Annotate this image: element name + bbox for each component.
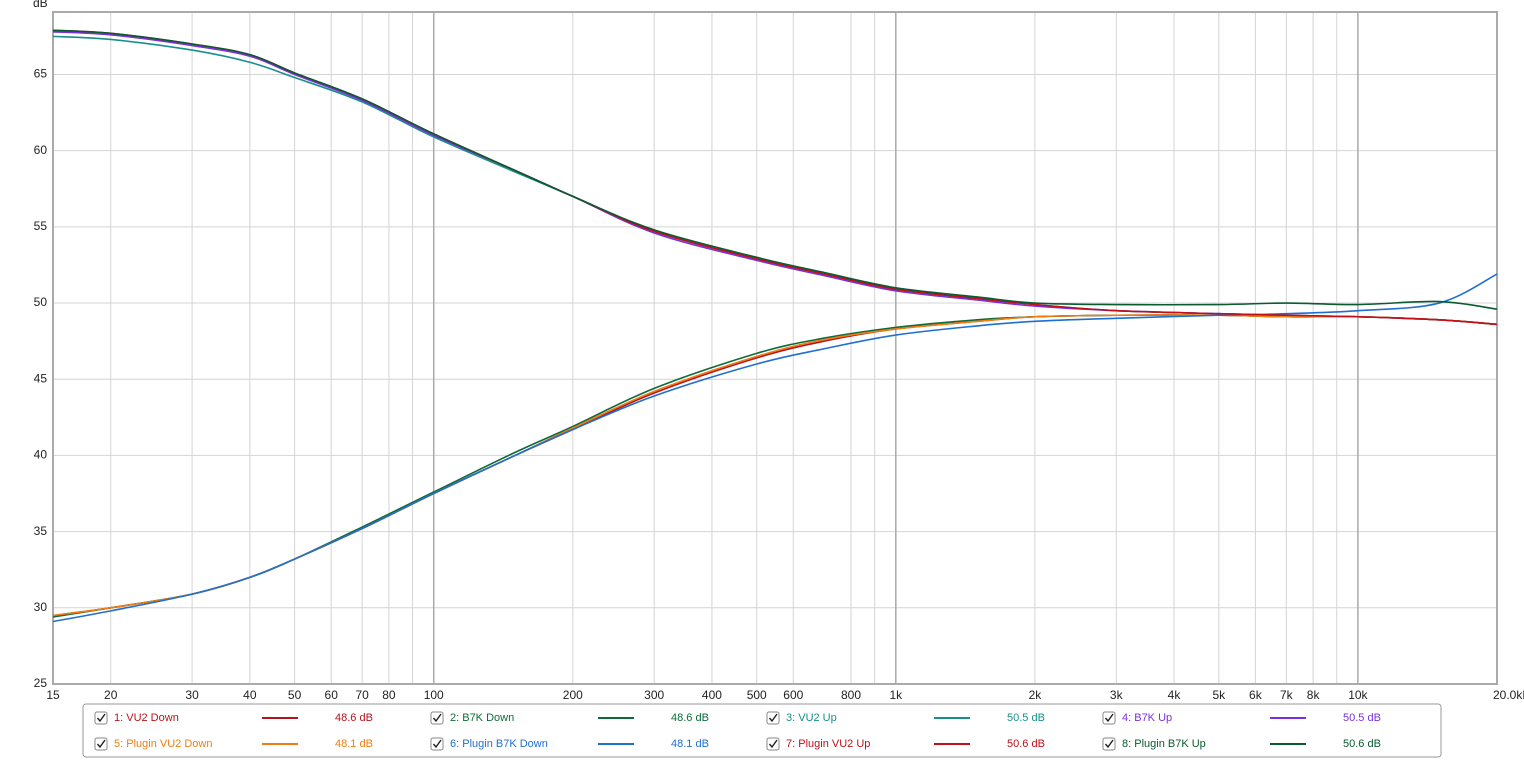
x-tick-label: 800: [841, 688, 861, 702]
y-tick-label: 65: [34, 67, 48, 81]
legend-readout: 50.6 dB: [1007, 738, 1045, 750]
y-unit: dB: [33, 0, 48, 10]
plot-frame: [52, 11, 1498, 685]
x-tick-label: 3k: [1110, 688, 1124, 702]
legend-label: 8: Plugin B7K Up: [1122, 738, 1206, 750]
checkmark: [432, 713, 442, 723]
x-tick-label: 200: [563, 688, 583, 702]
legend-checkbox[interactable]: [766, 711, 780, 725]
series-line: [52, 35, 1498, 326]
legend-label: 4: B7K Up: [1122, 712, 1172, 724]
checkmark: [768, 739, 778, 749]
legend-readout: 50.5 dB: [1343, 712, 1381, 724]
legend-readout: 48.6 dB: [671, 712, 709, 724]
series-line: [52, 31, 1498, 326]
x-tick-label: 5k: [1212, 688, 1226, 702]
legend-checkbox[interactable]: [430, 737, 444, 751]
y-tick-label: 25: [34, 676, 48, 690]
checkmark: [432, 739, 442, 749]
legend-label: 6: Plugin B7K Down: [450, 738, 548, 750]
series-line: [52, 314, 1498, 618]
x-tick-label: 10k: [1348, 688, 1368, 702]
x-tick-label: 300: [644, 688, 664, 702]
x-tick-label: 400: [702, 688, 722, 702]
checkmark: [1104, 713, 1114, 723]
x-tick-label: 2k: [1029, 688, 1043, 702]
legend-label: 5: Plugin VU2 Down: [114, 738, 212, 750]
x-tick-label: 6k: [1249, 688, 1263, 702]
checkmark: [768, 713, 778, 723]
y-tick-label: 60: [34, 143, 48, 157]
x-tick-label: 600: [783, 688, 803, 702]
x-tick-label: 1k: [889, 688, 903, 702]
legend-box: [82, 703, 1442, 758]
legend-readout: 48.1 dB: [671, 738, 709, 750]
legend-readout: 48.6 dB: [335, 712, 373, 724]
legend-checkbox[interactable]: [94, 737, 108, 751]
legend-readout: 50.5 dB: [1007, 712, 1045, 724]
x-tick-label: 4k: [1168, 688, 1182, 702]
x-tick-label: 50: [288, 688, 302, 702]
series-line: [52, 29, 1498, 310]
x-tick-label: 15: [46, 688, 60, 702]
y-tick-label: 55: [34, 219, 48, 233]
x-tick-label: 8k: [1307, 688, 1321, 702]
x-tick-label: 7k: [1280, 688, 1294, 702]
legend-label: 7: Plugin VU2 Up: [786, 738, 870, 750]
x-tick-label: 100: [424, 688, 444, 702]
x-tick-label: 500: [747, 688, 767, 702]
y-tick-label: 35: [34, 524, 48, 538]
legend-checkbox[interactable]: [94, 711, 108, 725]
legend-checkbox[interactable]: [1102, 737, 1116, 751]
y-tick-label: 45: [34, 371, 48, 385]
x-tick-label: 60: [325, 688, 339, 702]
legend-label: 3: VU2 Up: [786, 712, 837, 724]
checkmark: [96, 713, 106, 723]
checkmark: [96, 739, 106, 749]
legend-checkbox[interactable]: [430, 711, 444, 725]
legend-label: 1: VU2 Down: [114, 712, 179, 724]
x-tick-label: 20.0kHz: [1493, 688, 1524, 702]
legend-readout: 50.6 dB: [1343, 738, 1381, 750]
legend-label: 2: B7K Down: [450, 712, 514, 724]
x-tick-label: 40: [243, 688, 257, 702]
checkmark: [1104, 739, 1114, 749]
legend-checkbox[interactable]: [766, 737, 780, 751]
x-tick-label: 30: [185, 688, 199, 702]
legend-checkbox[interactable]: [1102, 711, 1116, 725]
series-line: [52, 273, 1498, 623]
x-tick-label: 20: [104, 688, 118, 702]
legend-readout: 48.1 dB: [335, 738, 373, 750]
y-tick-label: 40: [34, 448, 48, 462]
y-tick-label: 30: [34, 600, 48, 614]
y-tick-label: 50: [34, 295, 48, 309]
x-tick-label: 70: [355, 688, 369, 702]
x-tick-label: 80: [382, 688, 396, 702]
